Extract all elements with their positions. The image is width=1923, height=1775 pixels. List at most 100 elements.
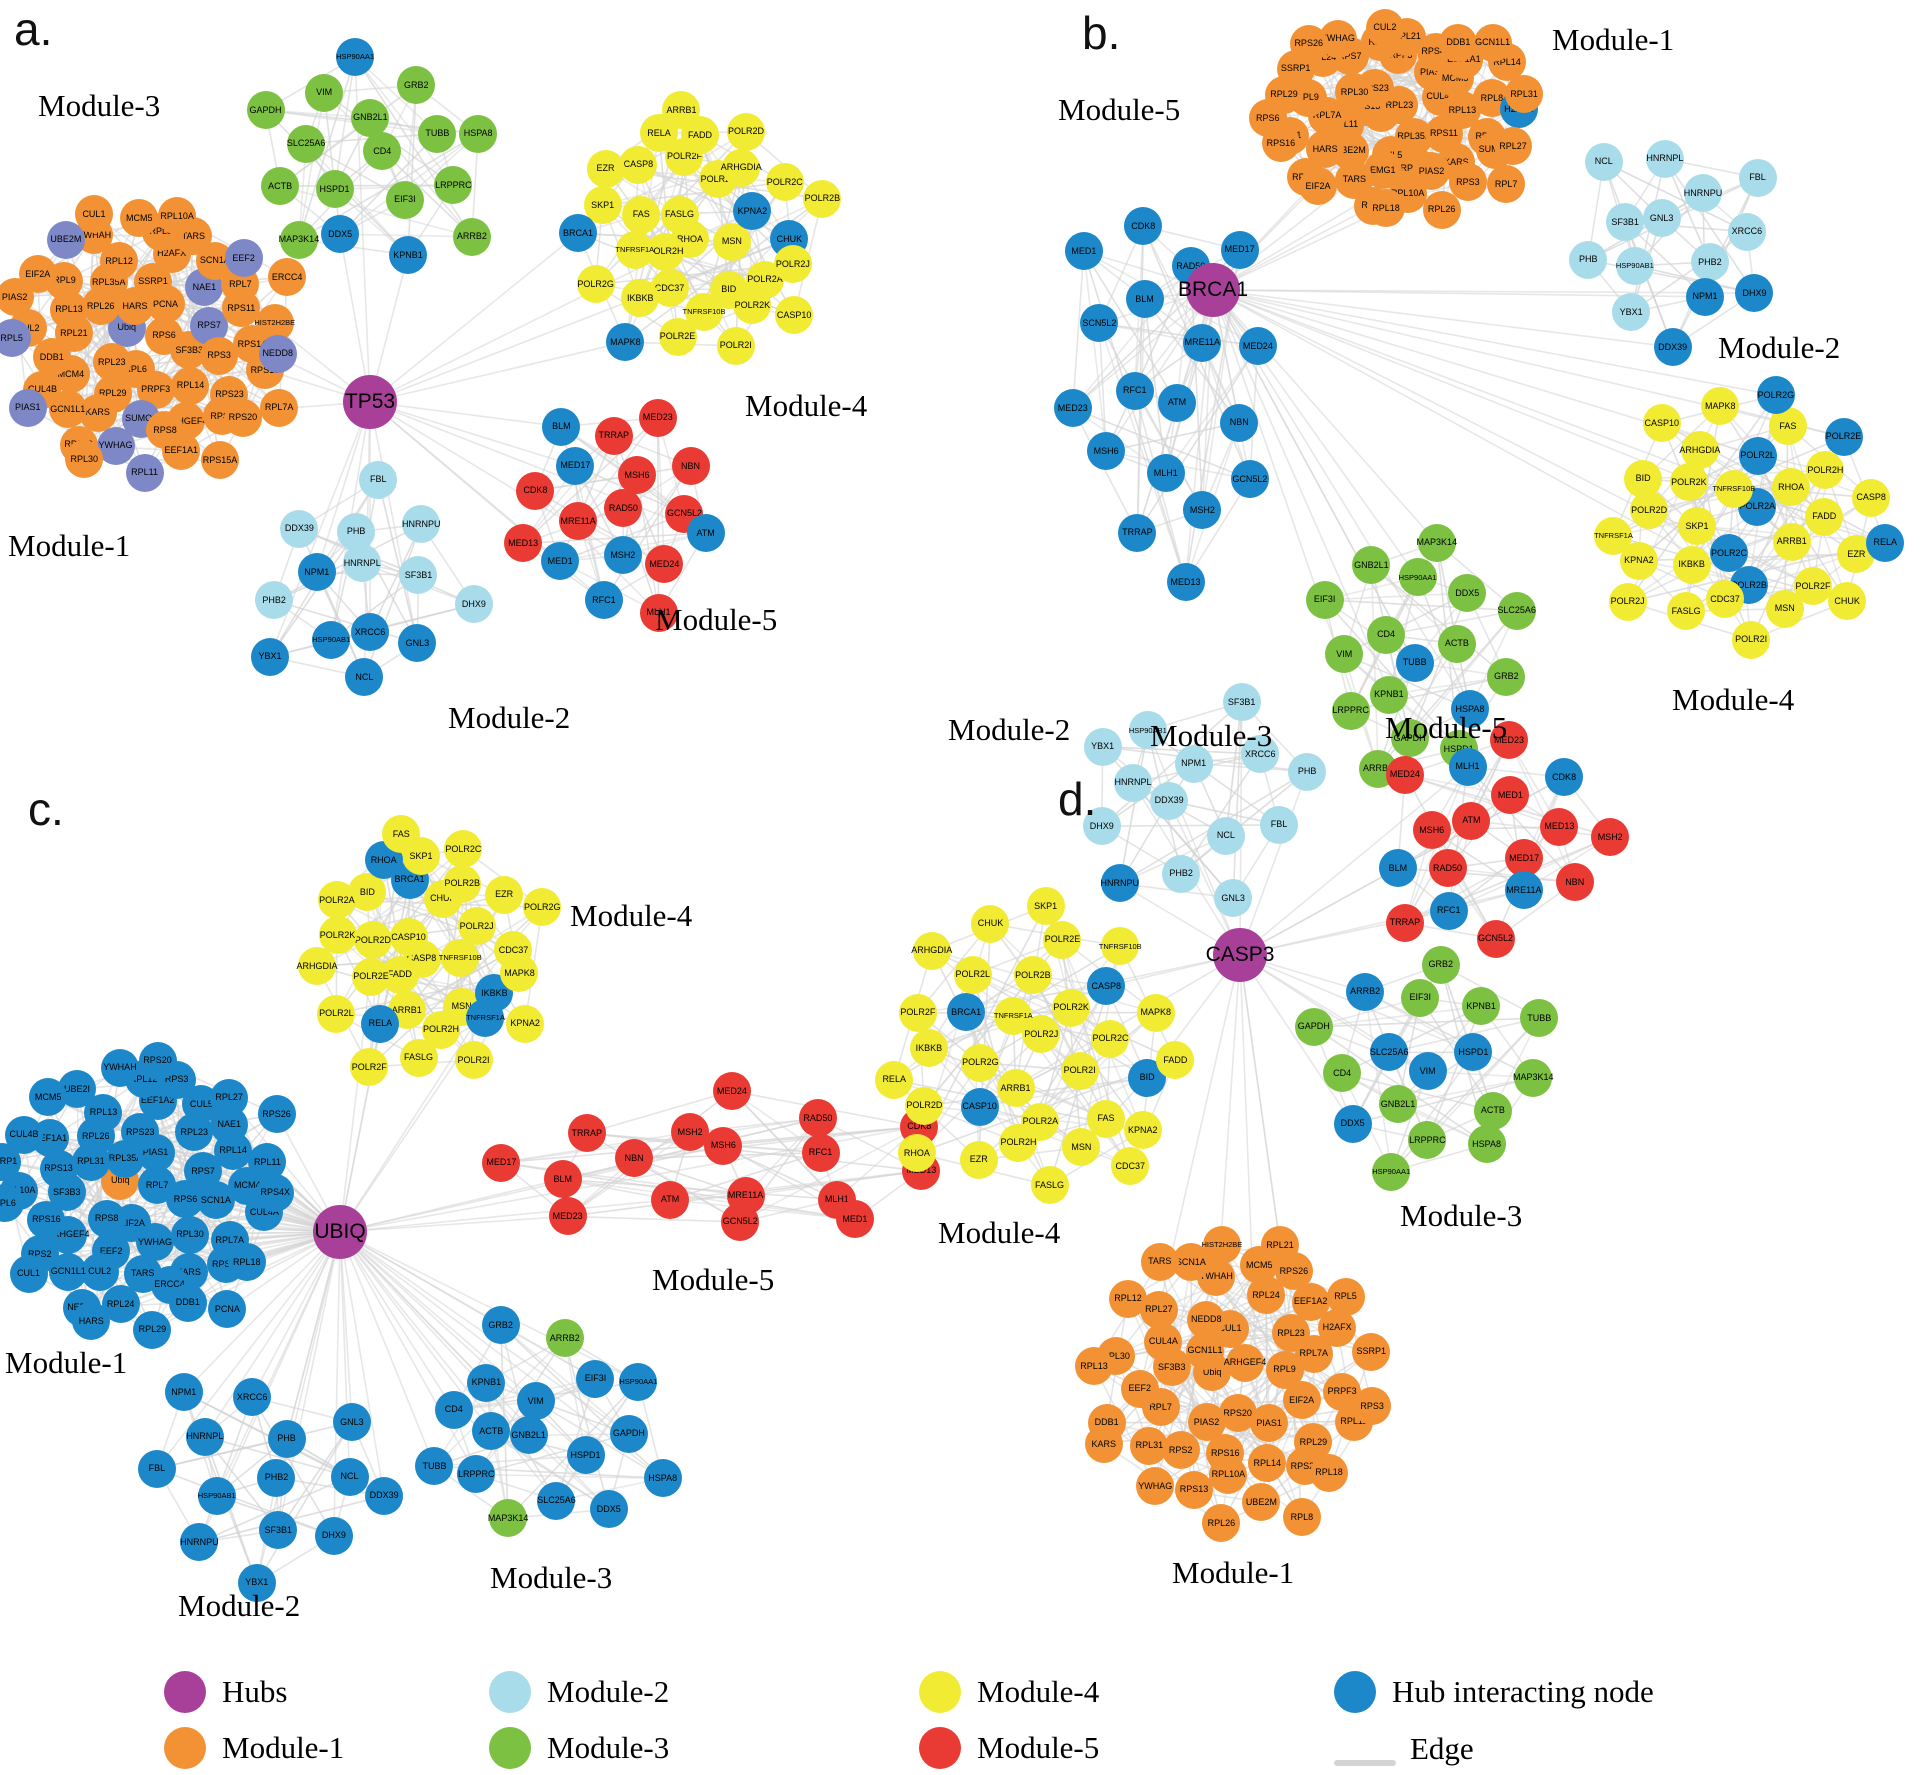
edge: [1324, 599, 1460, 750]
node-blm: BLM: [542, 407, 581, 446]
node-vim: VIM: [516, 1382, 555, 1421]
node-label: SKP1: [591, 199, 615, 210]
node-label: NCL: [1216, 830, 1235, 841]
edge: [251, 1231, 341, 1398]
node-label: BLM: [553, 1173, 572, 1184]
node-skp1: SKP1: [1026, 887, 1065, 926]
edge: [1165, 289, 1214, 474]
node-label: NCL: [1594, 156, 1613, 167]
node-label: TNFRSF1A: [1594, 530, 1633, 540]
node-rpl10a: RPL10A: [158, 197, 197, 236]
node-label: POLR2C: [1092, 1033, 1129, 1044]
node-brca1: BRCA1: [559, 214, 598, 253]
edge: [699, 134, 766, 281]
node-label: MED17: [560, 460, 591, 471]
node-label: YBX1: [1091, 741, 1115, 752]
node-phb: PHB: [267, 1419, 306, 1458]
node-label: RPL7: [145, 1179, 169, 1190]
node-label: POLR2K: [1053, 1002, 1089, 1013]
node-label: MSN: [1774, 603, 1795, 614]
node-hspa8: HSPA8: [1467, 1125, 1506, 1164]
node-rhoa: RHOA: [1772, 468, 1811, 507]
node-label: RPS23: [126, 1126, 155, 1137]
node-rfc1: RFC1: [801, 1133, 840, 1172]
node-label: MSH2: [610, 549, 636, 560]
edge: [1212, 289, 1758, 508]
node-phb: PHB: [1569, 240, 1608, 279]
node-phb: PHB: [1288, 752, 1327, 791]
edge: [534, 490, 660, 614]
edge: [1624, 221, 1674, 348]
node-label: HSPD1: [1458, 1046, 1489, 1057]
node-label: LRPPRC: [1409, 1134, 1446, 1145]
node-label: KPNB1: [1466, 1000, 1496, 1011]
node-label: MED24: [1242, 340, 1273, 351]
hub-label: UBIQ: [314, 1220, 366, 1243]
node-arhgdia: ARHGDIA: [911, 931, 952, 970]
node-label: RPL26: [1427, 204, 1456, 215]
edge: [156, 1437, 287, 1470]
node-actb: ACTB: [1473, 1091, 1512, 1130]
edge: [277, 1421, 353, 1531]
node-label: HNRNPU: [180, 1536, 219, 1547]
legend-swatch-m2: [489, 1671, 531, 1713]
node-label: LRPPRC: [1332, 705, 1369, 716]
node-label: GNB2L1: [1354, 559, 1389, 570]
node-kpnb1: KPNB1: [389, 236, 427, 275]
node-mlh1: MLH1: [1146, 454, 1185, 493]
node-polr2c: POLR2C: [765, 163, 804, 202]
node-mre11a: MRE11A: [1504, 871, 1543, 910]
node-msh2: MSH2: [603, 536, 642, 575]
node-label: CASP8: [1091, 980, 1122, 991]
edge: [298, 92, 325, 240]
node-fbl: FBL: [1738, 158, 1777, 197]
hub-node-ubiq: UBIQ: [313, 1205, 367, 1259]
node-label: RPL30: [1340, 86, 1369, 97]
node-label: POLR2F: [1795, 580, 1831, 591]
node-rpl13: RPL13: [1074, 1347, 1113, 1386]
node-label: RPS7: [197, 320, 221, 330]
node-label: RPL13: [89, 1107, 118, 1118]
node-msh2: MSH2: [1591, 818, 1630, 857]
node-label: SKP1: [409, 850, 433, 861]
node-casp8: CASP8: [1087, 967, 1126, 1006]
node-label: HSP90AA1: [336, 52, 375, 62]
edge: [298, 56, 356, 240]
hub-label: TP53: [344, 390, 396, 413]
node-label: TUBB: [1402, 657, 1427, 668]
node-label: DDX5: [328, 228, 353, 239]
node-label: RPS6: [173, 1193, 198, 1204]
node-polr2e: POLR2E: [1043, 920, 1082, 959]
edge: [339, 992, 496, 1233]
node-label: RPL13: [55, 304, 83, 314]
node-cdc37: CDC37: [1111, 1147, 1150, 1186]
node-label: RELA: [1873, 537, 1898, 548]
node-fas: FAS: [622, 195, 661, 234]
node-msh6: MSH6: [704, 1126, 743, 1165]
edge: [562, 1178, 855, 1221]
node-hnrnpl: HNRNPL: [343, 544, 382, 583]
node-label: PHB2: [1698, 256, 1722, 267]
node-label: POLR2B: [444, 878, 480, 889]
node-label: GAPDH: [249, 104, 282, 115]
node-label: POLR2E: [1044, 934, 1081, 945]
edge: [1343, 653, 1471, 711]
node-label: RPS20: [143, 1055, 172, 1066]
node-label: RPL24: [106, 1298, 135, 1309]
node-casp10: CASP10: [775, 296, 814, 335]
node-polr2g: POLR2G: [961, 1043, 1000, 1082]
node-npm1: NPM1: [164, 1373, 203, 1412]
node-label: PIAS1: [1256, 1417, 1282, 1428]
node-label: TNFRSF1A: [466, 1013, 505, 1023]
node-label: KPNB1: [1374, 689, 1404, 699]
node-ddx39: DDX39: [1150, 781, 1189, 820]
edge: [1212, 289, 1750, 586]
edge: [339, 1231, 353, 1423]
node-label: POLR2L: [955, 969, 991, 980]
node-ddb1: DDB1: [168, 1283, 207, 1322]
node-label: NEDD8: [262, 348, 293, 359]
edge: [586, 1090, 733, 1135]
node-label: POLR2E: [659, 331, 696, 342]
node-mapk8: MAPK8: [1136, 993, 1175, 1032]
edge: [1132, 782, 1234, 899]
